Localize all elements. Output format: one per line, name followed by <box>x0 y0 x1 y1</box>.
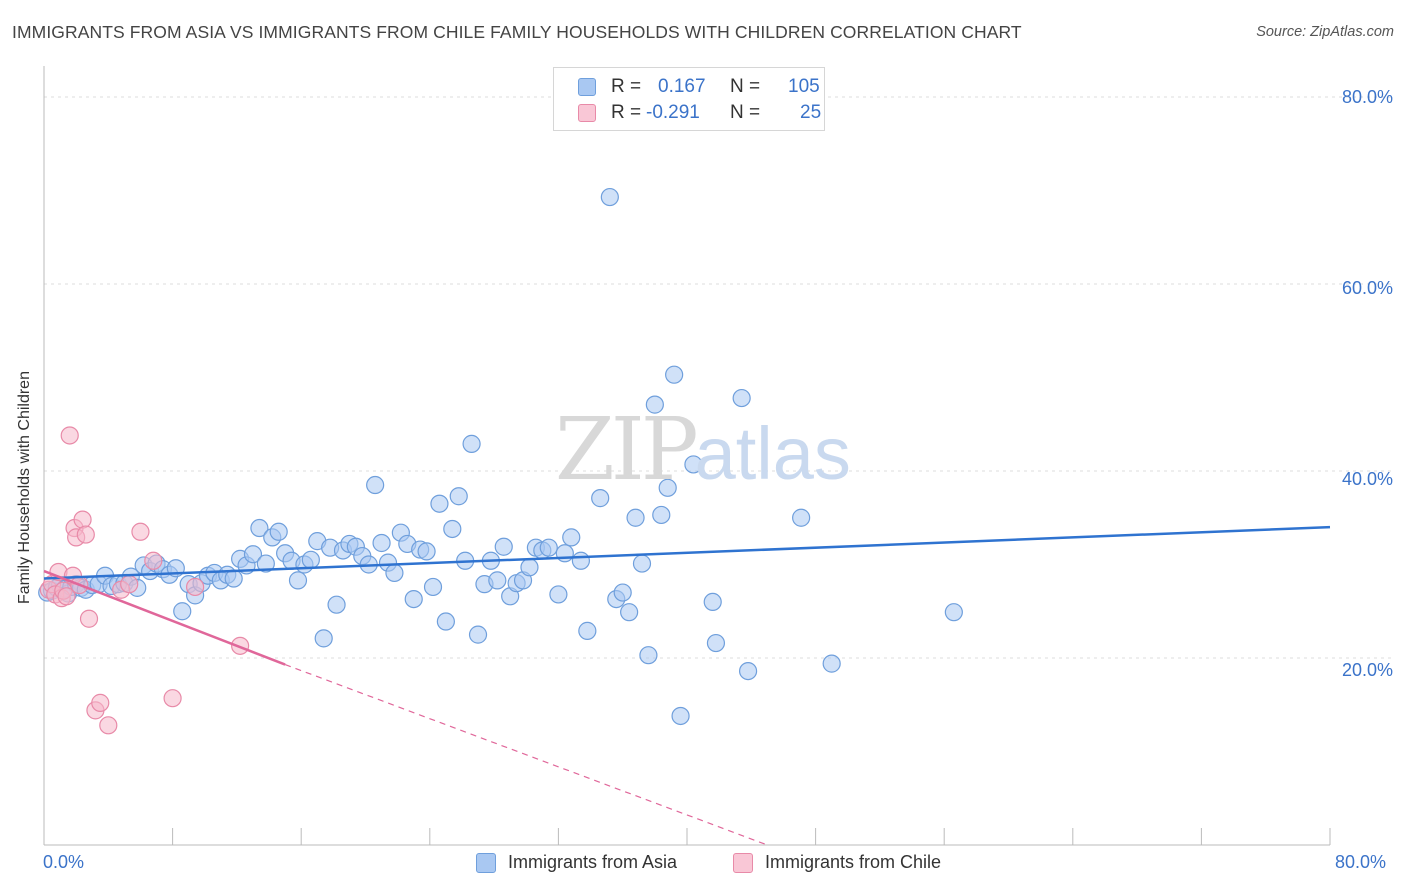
watermark-atlas: atlas <box>694 412 851 495</box>
asia-legend-swatch-icon <box>476 853 496 873</box>
asia-point <box>173 602 192 621</box>
asia-point <box>539 538 558 557</box>
asia-trend-line <box>43 525 1331 580</box>
asia-point <box>404 589 423 609</box>
asia-swatch-icon <box>578 78 596 96</box>
chile-point <box>131 522 150 541</box>
asia-point <box>822 654 841 673</box>
asia-point <box>327 595 346 614</box>
asia-point <box>385 563 404 583</box>
asia-point <box>224 569 243 588</box>
chile-point <box>57 587 76 606</box>
asia-point <box>591 489 610 508</box>
asia-point <box>430 494 449 513</box>
chile-point <box>60 426 79 445</box>
y-tick-label-40: 40.0% <box>1341 469 1393 489</box>
chile-point <box>76 525 95 544</box>
asia-point <box>562 528 581 547</box>
source-label: Source: ZipAtlas.com <box>1256 24 1394 40</box>
asia-point <box>944 603 963 622</box>
asia-point <box>706 633 726 653</box>
asia-point <box>423 577 443 597</box>
chile-point <box>163 689 182 708</box>
chile-point <box>120 575 139 594</box>
y-tick-label-60: 60.0% <box>1341 278 1393 298</box>
asia-point <box>555 544 574 563</box>
asia-point <box>462 434 481 453</box>
asia-point <box>372 533 391 553</box>
watermark: ZIPatlas <box>555 400 851 500</box>
correlation-legend: R = 0.167 N = 105 R = -0.291 N = 25 <box>553 67 825 131</box>
watermark-zip: ZIP <box>555 400 699 500</box>
chile-legend-swatch-icon <box>733 853 753 873</box>
asia-point <box>600 187 619 207</box>
asia-point <box>243 545 263 564</box>
asia-point <box>658 478 677 497</box>
chile-point <box>144 551 163 570</box>
asia-point <box>269 522 288 541</box>
chile-n-label: N = <box>730 102 761 123</box>
asia-point <box>703 592 722 612</box>
chile-trend-extension <box>284 663 768 846</box>
asia-r-value: 0.167 <box>658 76 706 97</box>
asia-point <box>314 629 333 648</box>
chart-title: IMMIGRANTS FROM ASIA VS IMMIGRANTS FROM … <box>12 22 1022 42</box>
asia-point <box>468 625 488 644</box>
asia-point <box>632 554 652 573</box>
chile-swatch-icon <box>578 104 596 122</box>
asia-n-label: N = <box>730 76 761 97</box>
asia-point <box>366 475 385 495</box>
asia-point <box>449 487 468 506</box>
asia-point <box>488 571 507 590</box>
chile-point <box>186 577 205 597</box>
asia-point <box>301 550 320 569</box>
axes <box>43 66 1331 846</box>
asia-point <box>738 661 758 681</box>
chile-n-value: 25 <box>800 102 822 123</box>
asia-point <box>626 508 645 527</box>
asia-point <box>250 518 269 538</box>
chile-trend-line <box>43 569 286 666</box>
chile-r-value: -0.291 <box>646 102 700 123</box>
y-axis-label: Family Households with Children <box>16 371 33 604</box>
asia-r-label: R = <box>611 76 642 97</box>
asia-point <box>417 542 436 561</box>
asia-point <box>671 706 690 726</box>
asia-point <box>665 365 684 384</box>
asia-point <box>684 455 703 474</box>
chile-point <box>73 510 92 529</box>
asia-point <box>578 621 597 640</box>
chile-point <box>99 716 118 735</box>
x-tick-label-min: 0.0% <box>43 852 85 872</box>
chile-series <box>39 426 250 735</box>
chile-legend-label: Immigrants from Chile <box>765 852 942 872</box>
asia-point <box>639 646 658 665</box>
y-tick-label-80: 80.0% <box>1341 87 1393 107</box>
asia-point <box>494 537 513 556</box>
asia-point <box>613 583 632 602</box>
y-tick-label-20: 20.0% <box>1341 660 1393 680</box>
chile-point <box>91 693 110 712</box>
asia-legend-label: Immigrants from Asia <box>508 852 678 872</box>
asia-point <box>520 558 539 577</box>
asia-point <box>436 612 455 631</box>
asia-point <box>571 551 591 570</box>
asia-point <box>645 395 664 414</box>
asia-point <box>792 508 811 527</box>
asia-point <box>256 554 275 573</box>
asia-point <box>443 519 462 539</box>
asia-point <box>620 603 639 622</box>
chile-r-label: R = <box>611 102 642 123</box>
asia-point <box>288 571 308 590</box>
asia-point <box>549 585 568 604</box>
asia-point <box>732 388 751 408</box>
chile-point <box>79 609 99 628</box>
asia-n-value: 105 <box>788 76 820 97</box>
x-tick-label-max: 80.0% <box>1335 852 1387 872</box>
trend-lines <box>43 525 1331 846</box>
asia-point <box>652 505 671 525</box>
